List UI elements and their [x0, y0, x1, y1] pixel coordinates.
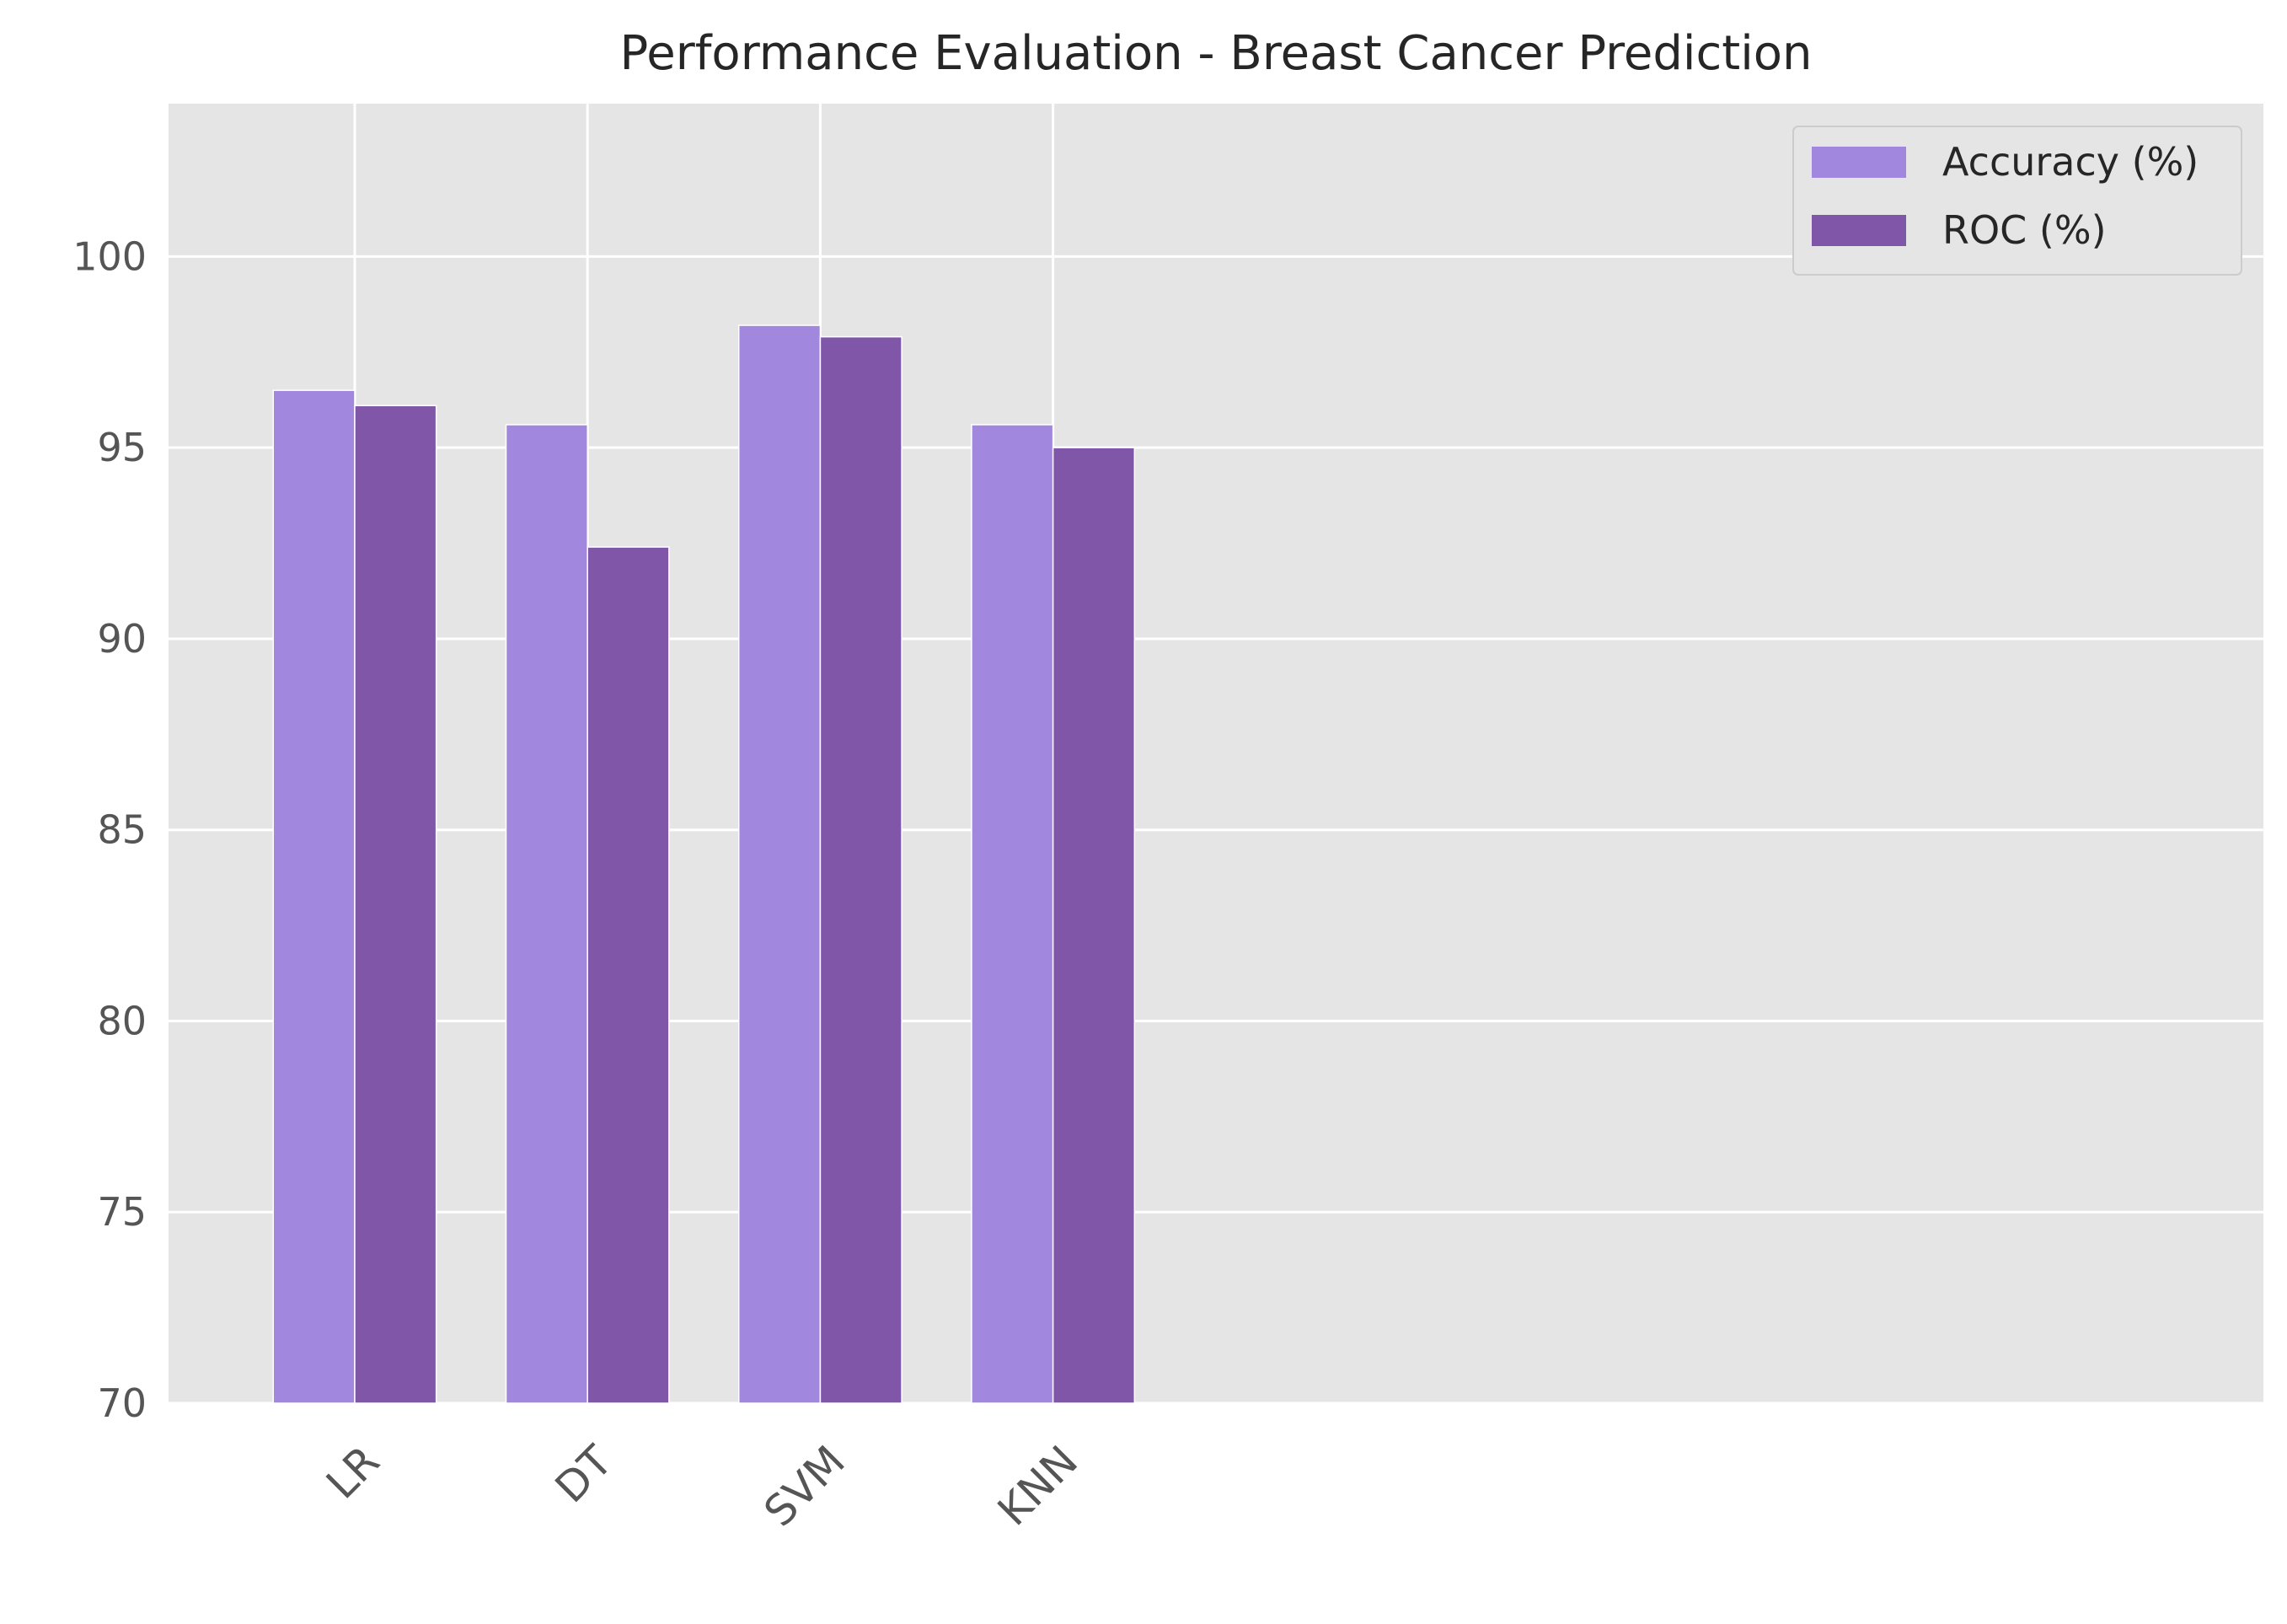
- bar-roc-lr: [354, 405, 437, 1404]
- bar-roc-knn: [1052, 447, 1136, 1404]
- y-tick-label: 90: [97, 616, 147, 662]
- x-tick-label: SVM: [755, 1436, 854, 1536]
- y-tick-label: 75: [97, 1189, 147, 1235]
- y-tick-label: 100: [72, 233, 147, 279]
- legend-swatch-roc: [1812, 215, 1906, 246]
- x-tick-label: KNN: [988, 1436, 1087, 1535]
- bar-roc-dt: [586, 546, 670, 1404]
- chart-title: Performance Evaluation - Breast Cancer P…: [619, 26, 1812, 81]
- x-tick-label: LR: [317, 1436, 388, 1508]
- y-tick-label: 80: [97, 998, 147, 1043]
- bar-accuracy-lr: [272, 389, 356, 1404]
- bar-accuracy-dt: [505, 424, 588, 1404]
- bar-accuracy-knn: [971, 424, 1054, 1404]
- legend: Accuracy (%) ROC (%): [1792, 126, 2242, 276]
- bar-accuracy-svm: [737, 324, 822, 1404]
- x-tick-labels: LR DT SVM KNN: [317, 1436, 1087, 1536]
- y-tick-label: 85: [97, 807, 147, 853]
- x-tick-label: DT: [546, 1436, 622, 1512]
- bar-roc-svm: [819, 335, 902, 1404]
- plot-area: [169, 104, 2263, 1403]
- y-tick-label: 95: [97, 425, 147, 470]
- legend-label-accuracy: Accuracy (%): [1942, 139, 2199, 185]
- y-tick-labels: 70 75 80 85 90 95 100: [72, 233, 147, 1426]
- y-tick-label: 70: [97, 1380, 147, 1426]
- legend-label-roc: ROC (%): [1942, 207, 2107, 253]
- bars: [272, 324, 1136, 1404]
- legend-swatch-accuracy: [1812, 147, 1906, 178]
